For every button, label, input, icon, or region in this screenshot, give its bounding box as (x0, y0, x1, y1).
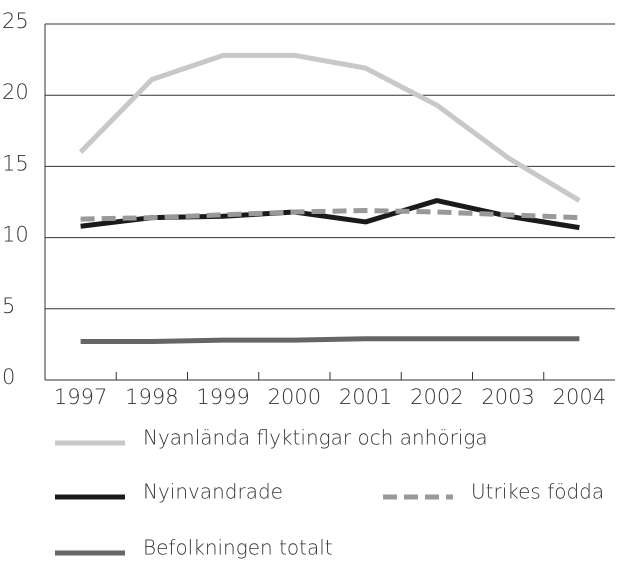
y-tick-label: 5 (2, 294, 15, 318)
y-tick-label: 0 (2, 365, 15, 389)
x-tick-label: 2002 (410, 385, 463, 409)
x-tick-label: 2003 (481, 385, 534, 409)
series-line (80, 336, 580, 345)
x-tick-label: 1997 (54, 385, 107, 409)
y-tick-label: 20 (2, 80, 29, 104)
x-tick-label: 1999 (196, 385, 249, 409)
series-line (80, 198, 580, 231)
series-line (78, 52, 581, 203)
legend-label: Utrikes födda (471, 480, 604, 504)
x-tick-label: 2001 (339, 385, 392, 409)
x-tick-label: 1998 (125, 385, 178, 409)
y-tick-label: 25 (2, 9, 29, 33)
legend-label: Nyinvandrade (143, 480, 283, 504)
x-tick-label: 2004 (553, 385, 606, 409)
legend-label: Befolkningen totalt (143, 536, 333, 560)
y-tick-label: 15 (2, 151, 29, 175)
x-tick-label: 2000 (268, 385, 321, 409)
y-tick-label: 10 (2, 223, 29, 247)
legend-label: Nyanlända flyktingar och anhöriga (143, 426, 488, 450)
